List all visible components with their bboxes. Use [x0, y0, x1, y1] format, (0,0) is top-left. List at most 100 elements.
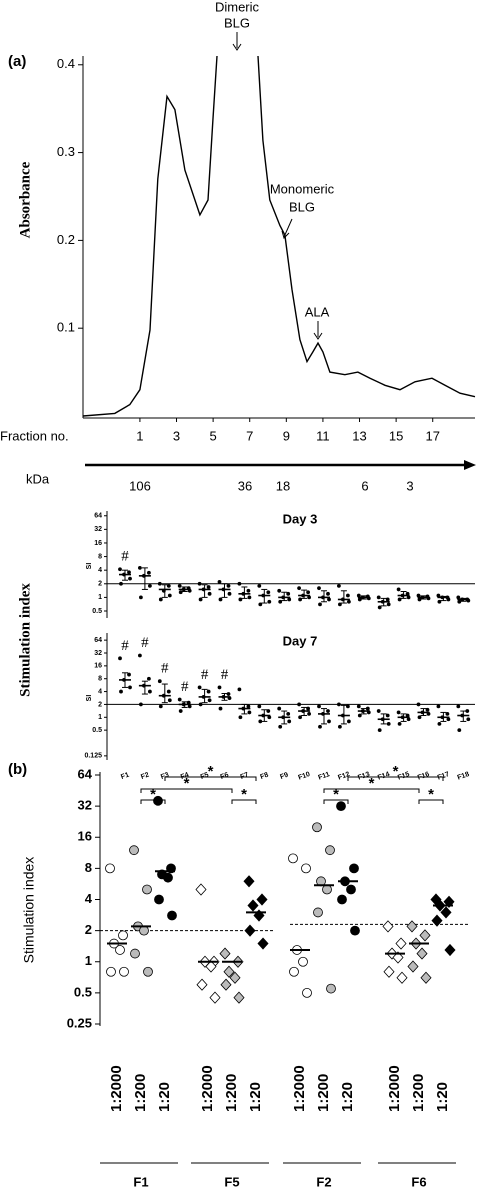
- data-point: [247, 899, 259, 912]
- chart-title: Day 7: [283, 633, 318, 648]
- data-point: [178, 590, 183, 595]
- data-point: [127, 672, 131, 677]
- data-point: [376, 595, 381, 600]
- chart-title: Day 3: [283, 511, 318, 526]
- y-tick-label: 8: [98, 676, 102, 683]
- x-tick-label: 1:20: [247, 1082, 264, 1112]
- data-point: [457, 728, 462, 733]
- data-point: [177, 697, 182, 702]
- data-point: [118, 567, 122, 572]
- data-point: [337, 583, 341, 588]
- y-tick-label: 1: [98, 714, 102, 721]
- kda-tick-label: 106: [129, 478, 151, 493]
- y-tick-label: 16: [94, 663, 102, 670]
- data-point: [198, 702, 203, 707]
- significance-label: *: [241, 786, 247, 803]
- data-point: [138, 653, 142, 658]
- data-point: [386, 602, 391, 607]
- data-point: [139, 595, 143, 600]
- significance-label: *: [208, 763, 214, 780]
- y-tick-label: 0.5: [92, 727, 102, 734]
- data-point: [386, 722, 391, 726]
- x-tick-label: F16: [417, 771, 431, 782]
- data-point: [396, 710, 401, 715]
- data-point: [278, 599, 283, 604]
- annotation: Monomeric: [270, 181, 335, 196]
- significance-flag: #: [121, 549, 129, 565]
- data-point: [313, 907, 323, 918]
- significance-flag: #: [121, 638, 129, 654]
- data-point: [302, 987, 312, 998]
- data-point: [357, 713, 362, 718]
- data-point: [392, 951, 404, 964]
- x-tick-label: F9: [279, 772, 289, 781]
- data-point: [256, 893, 268, 906]
- data-point: [209, 991, 221, 1004]
- kda-tick-label: 6: [361, 478, 368, 493]
- data-point: [158, 704, 163, 709]
- data-point: [444, 943, 456, 957]
- data-point: [118, 656, 122, 661]
- data-point: [158, 597, 163, 602]
- data-point: [139, 925, 149, 936]
- data-point: [397, 597, 402, 602]
- data-point: [347, 599, 351, 604]
- data-point: [445, 712, 450, 716]
- panel-label: (b): [8, 761, 27, 778]
- significance-bracket: [140, 788, 233, 793]
- significance-label: *: [369, 775, 375, 792]
- arrow-head: [232, 43, 242, 51]
- data-point: [298, 597, 302, 602]
- data-point: [406, 920, 418, 933]
- data-point: [382, 920, 394, 933]
- absorbance-curve: [82, 55, 476, 417]
- kda-tick-label: 18: [276, 478, 290, 493]
- data-point: [128, 685, 132, 690]
- data-point: [416, 947, 428, 960]
- x-tick-label: 1: [136, 428, 143, 443]
- data-point: [297, 586, 301, 591]
- significance-bracket: [323, 799, 349, 804]
- y-tick-label: 8: [85, 860, 92, 875]
- data-point: [395, 937, 407, 950]
- data-point: [148, 689, 152, 694]
- data-point: [217, 685, 222, 690]
- data-point: [317, 704, 321, 709]
- group-label: F2: [316, 1174, 331, 1189]
- arrow-head: [313, 332, 323, 340]
- data-point: [289, 966, 299, 977]
- x-tick-label: 1:20: [339, 1082, 356, 1112]
- data-point: [298, 956, 308, 967]
- significance-label: *: [333, 786, 339, 803]
- data-point: [266, 590, 271, 595]
- data-point: [278, 724, 283, 729]
- x-tick-label: F10: [297, 771, 311, 782]
- data-point: [437, 722, 442, 726]
- data-point: [406, 717, 411, 722]
- data-point: [456, 595, 461, 600]
- significance-flag: #: [141, 635, 149, 651]
- data-point: [318, 724, 322, 729]
- data-point: [336, 801, 346, 812]
- data-point: [287, 719, 292, 724]
- data-point: [446, 597, 451, 602]
- data-point: [177, 583, 182, 588]
- data-point: [246, 704, 251, 709]
- group-label: F6: [411, 1174, 426, 1189]
- data-point: [167, 910, 177, 921]
- data-point: [139, 702, 143, 707]
- significance-label: *: [184, 775, 190, 792]
- x-tick-label: 1:2000: [291, 1065, 308, 1112]
- data-point: [436, 593, 441, 598]
- y-tick-label: 4: [98, 688, 102, 695]
- data-point: [407, 960, 419, 973]
- y-tick-label: 0.5: [92, 608, 102, 615]
- data-point: [377, 605, 382, 610]
- data-point: [226, 692, 231, 696]
- data-point: [425, 707, 430, 712]
- x-tick-label: F2: [140, 772, 150, 781]
- data-point: [119, 581, 123, 586]
- x-tick-label: F6: [220, 772, 230, 781]
- data-point: [187, 704, 192, 709]
